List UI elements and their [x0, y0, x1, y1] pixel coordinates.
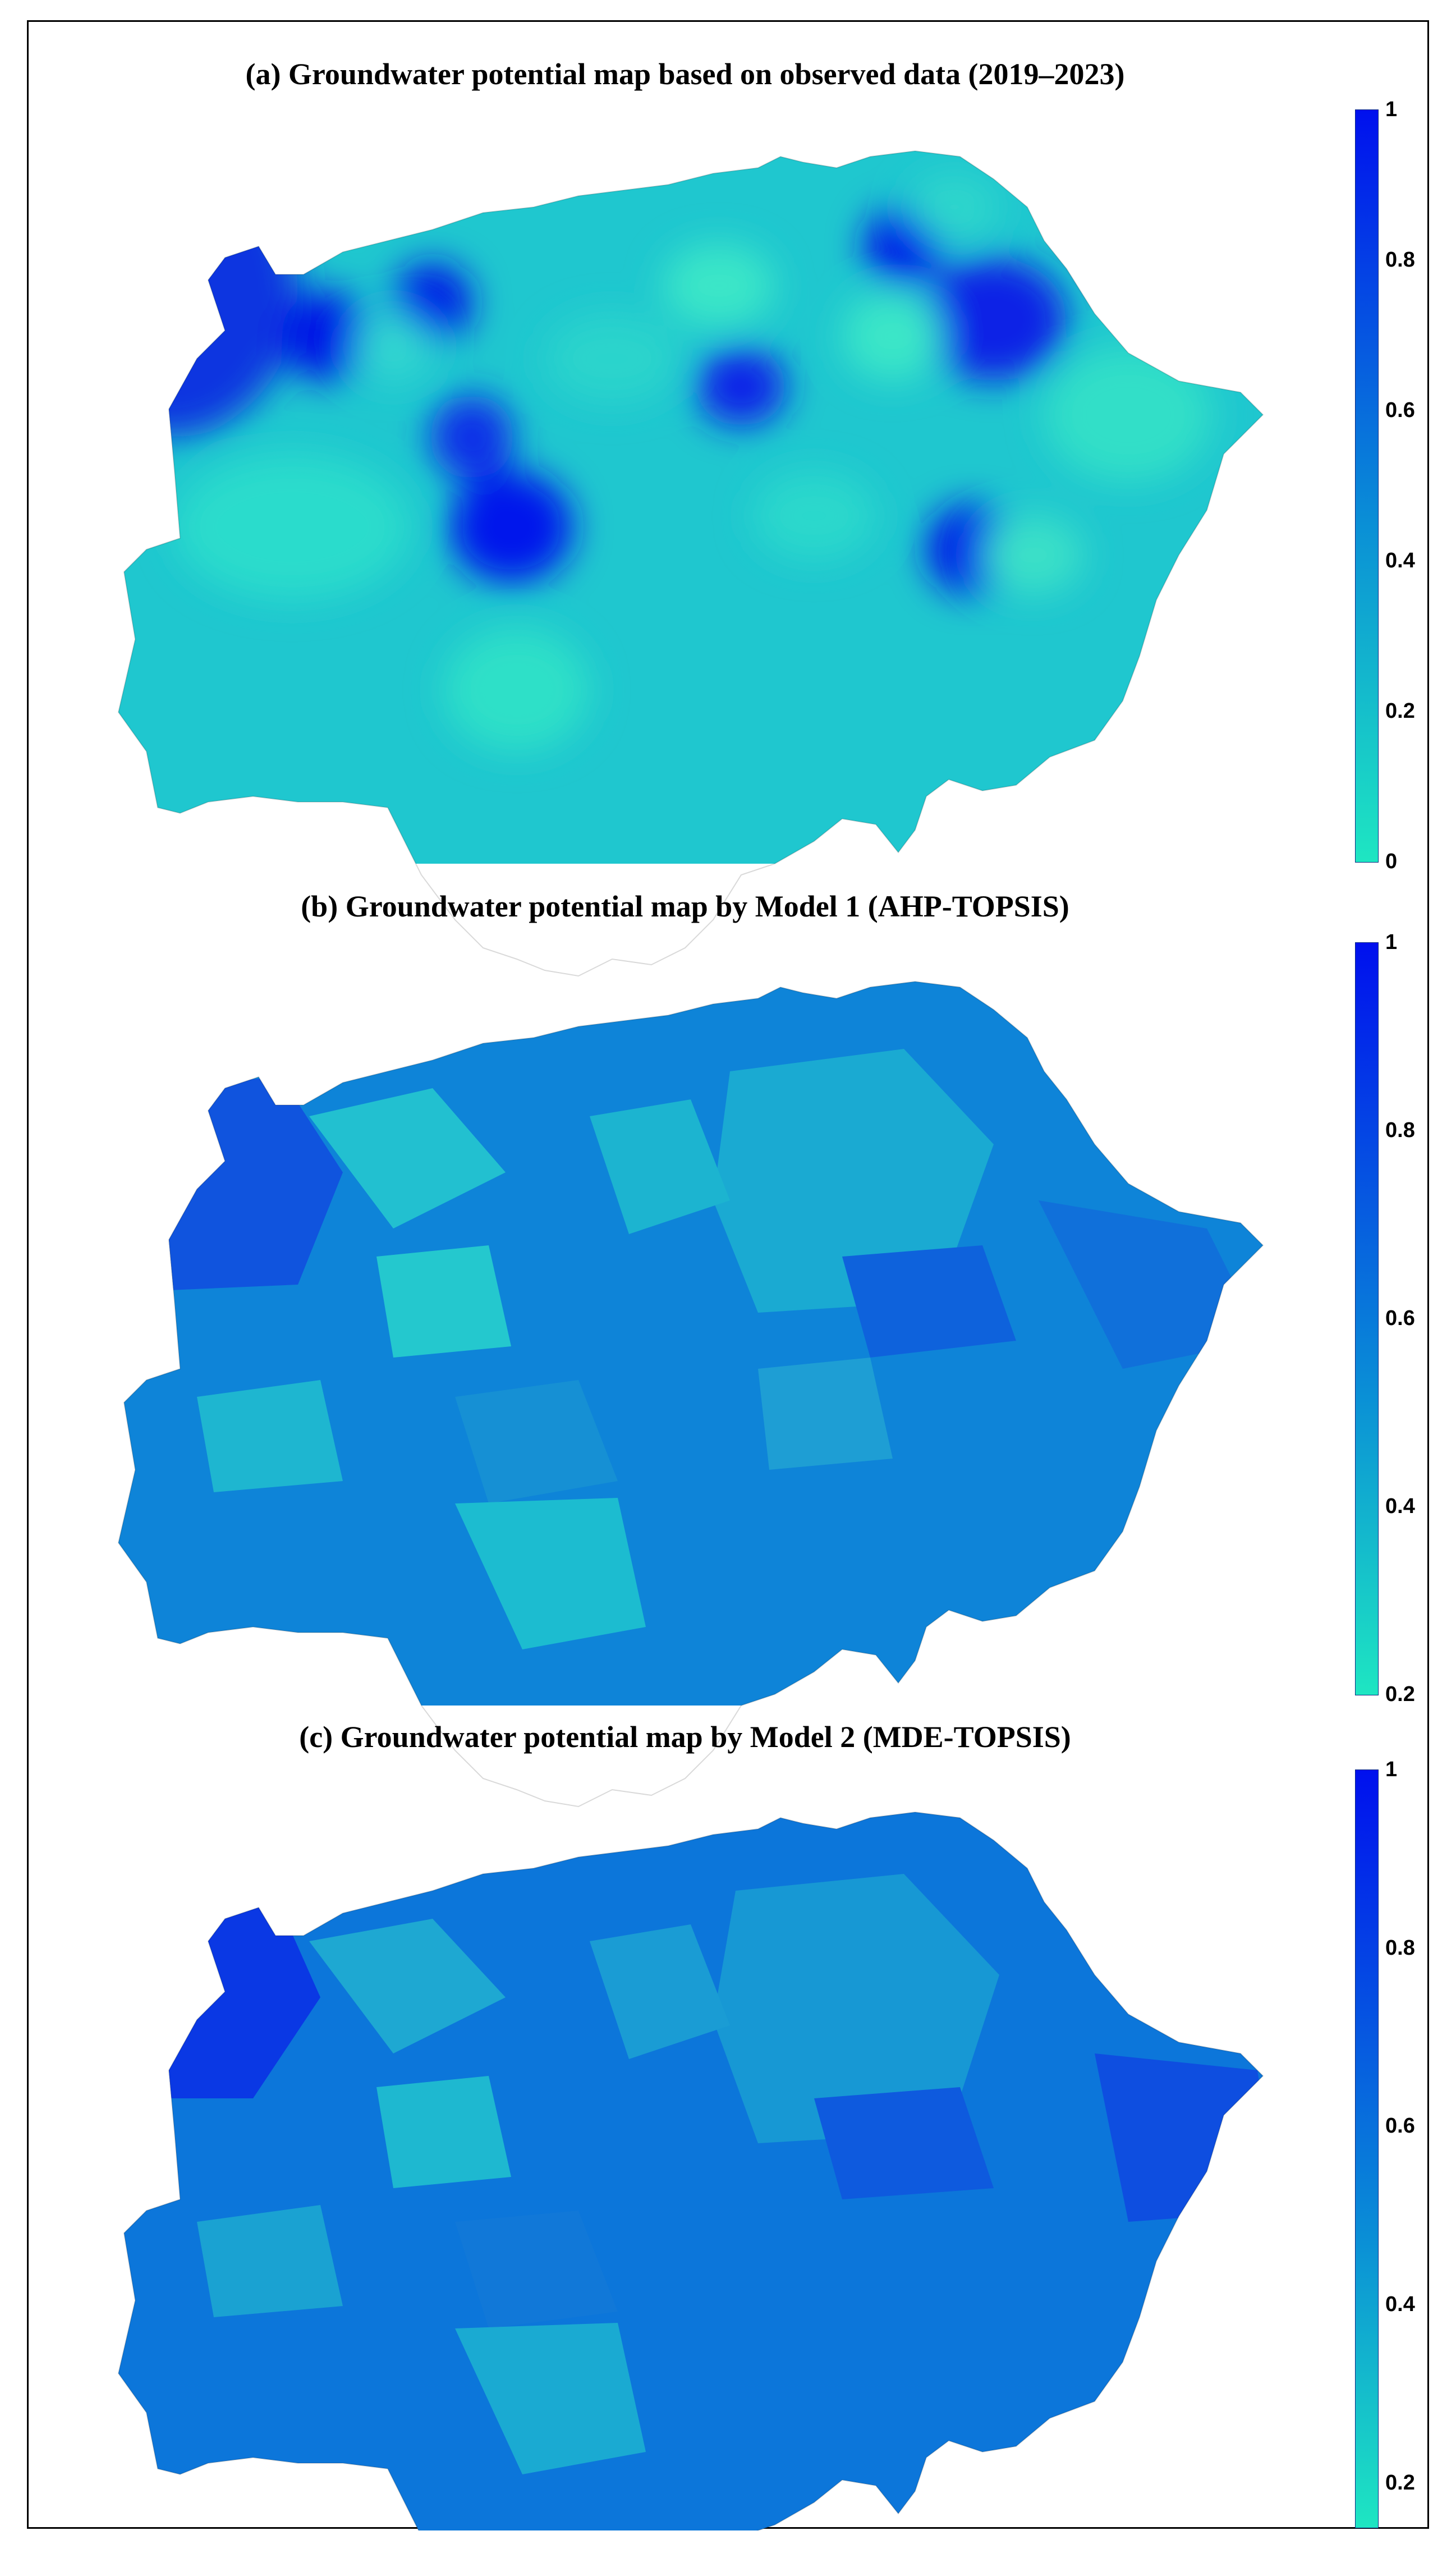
colorbar-tick-label: 0.8 — [1385, 1118, 1415, 1142]
colorbar-tick-label: 0.4 — [1385, 1494, 1415, 1518]
basin-outline — [117, 980, 1264, 1808]
colorbar-tick-label: 0.8 — [1385, 248, 1415, 272]
panel-a-colorbar — [1355, 109, 1379, 863]
colorbar-tick-label: 1 — [1385, 98, 1398, 121]
panel-c-zones-base — [118, 1812, 1263, 2530]
panel-c-map — [117, 1811, 1264, 2530]
colorbar-tick-label: 1 — [1385, 930, 1398, 954]
panel-a-title: (a) Groundwater potential map based on o… — [245, 57, 1125, 91]
colorbar-tick-label: 0.6 — [1385, 1306, 1415, 1330]
panel-a-map — [117, 150, 1264, 977]
panel-c-title: (c) Groundwater potential map by Model 2… — [299, 1720, 1071, 1754]
colorbar-tick-label: 1 — [1385, 1758, 1398, 1781]
panel-b-title: (b) Groundwater potential map by Model 1… — [301, 890, 1069, 923]
colorbar-tick-label: 0.2 — [1385, 699, 1415, 723]
panel-b-colorbar — [1355, 942, 1379, 1695]
colorbar-tick-label: 0.4 — [1385, 549, 1415, 572]
colorbar-tick-label: 0.6 — [1385, 2114, 1415, 2138]
colorbar-tick-label: 0.2 — [1385, 1682, 1415, 1706]
basin-outline — [117, 150, 1264, 977]
colorbar-tick-label: 0.4 — [1385, 2292, 1415, 2316]
basin-outline — [117, 1811, 1264, 2530]
colorbar-tick-label: 0.8 — [1385, 1936, 1415, 1960]
figure-frame: (a) Groundwater potential map based on o… — [27, 20, 1429, 2530]
panel-c-colorbar — [1355, 1769, 1379, 2528]
colorbar-tick-label: 0.2 — [1385, 2470, 1415, 2495]
panel-b-map — [117, 980, 1264, 1808]
colorbar-tick-label: 0 — [1385, 850, 1398, 873]
colorbar-tick-label: 0.6 — [1385, 398, 1415, 422]
